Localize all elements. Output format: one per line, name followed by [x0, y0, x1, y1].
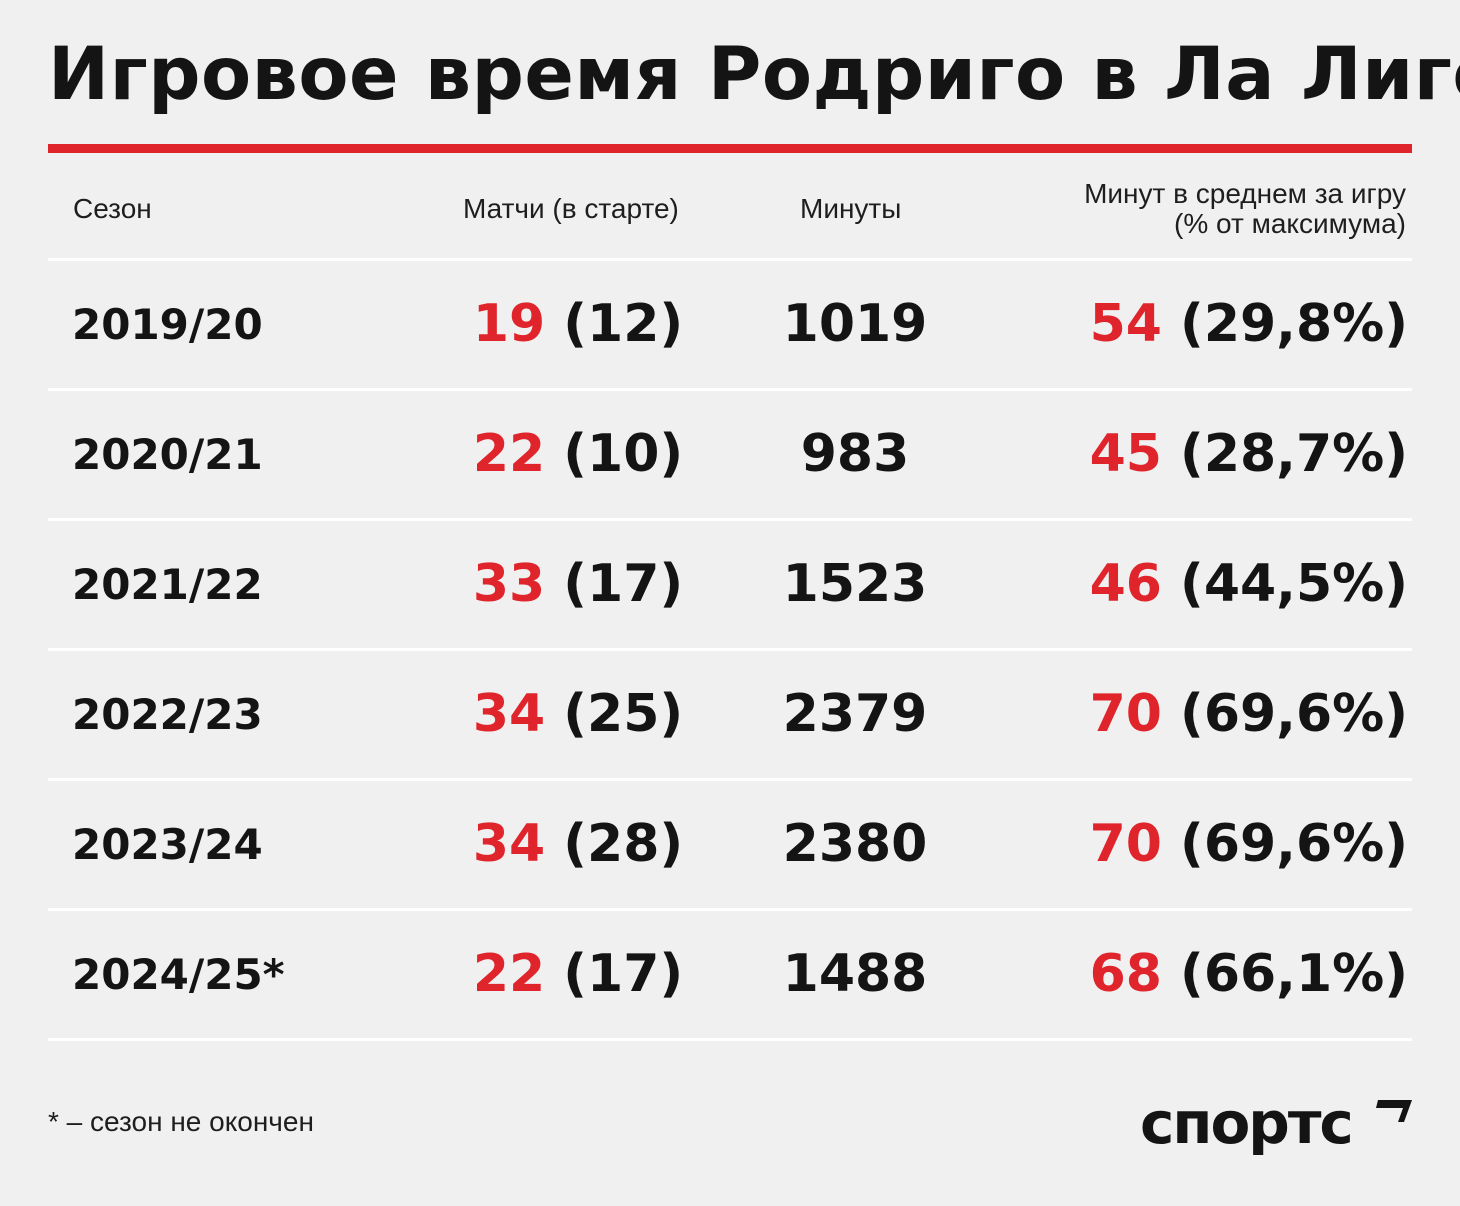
average-cell: 45 (28,7%): [1090, 391, 1408, 518]
row-divider: [48, 648, 1412, 651]
average-value: 68: [1089, 944, 1162, 1004]
minutes-cell: 1523: [782, 554, 928, 614]
footnote: * – сезон не окончен: [48, 1106, 314, 1137]
logo-slash-icon: [1376, 1100, 1412, 1122]
title-underline: [48, 144, 1412, 153]
minutes-cell: 1019: [782, 294, 928, 354]
matches-value: 22: [472, 424, 546, 484]
minutes-cell: 2380: [782, 814, 928, 874]
column-header-average: Минут в среднем за игру (% от максимума): [1084, 179, 1406, 239]
season-cell: 2024/25*: [72, 950, 285, 999]
page-title: Игровое время Родриго в Ла Лиге: [48, 32, 1460, 117]
sports-logo: спортс: [1140, 1090, 1414, 1160]
starts-value: (28): [545, 814, 684, 874]
percent-value: (29,8%): [1161, 294, 1408, 354]
average-cell: 46 (44,5%): [1090, 521, 1408, 648]
starts-value: (17): [545, 944, 684, 1004]
table-row: 2021/22 33 (17) 1523 46 (44,5%): [0, 521, 1460, 648]
matches-cell: 22 (10): [473, 391, 683, 518]
table-row: 2023/24 34 (28) 2380 70 (69,6%): [0, 781, 1460, 908]
matches-value: 34: [472, 684, 546, 744]
logo-text: спортс: [1140, 1089, 1354, 1157]
matches-cell: 34 (25): [473, 651, 683, 778]
row-divider: [48, 388, 1412, 391]
minutes-cell: 983: [800, 424, 910, 484]
average-value: 46: [1089, 554, 1162, 614]
average-value: 70: [1089, 814, 1162, 874]
row-divider: [48, 908, 1412, 911]
matches-value: 33: [472, 554, 546, 614]
average-cell: 54 (29,8%): [1090, 261, 1408, 388]
percent-value: (66,1%): [1161, 944, 1408, 1004]
average-cell: 70 (69,6%): [1090, 781, 1408, 908]
matches-value: 19: [472, 294, 546, 354]
percent-value: (69,6%): [1161, 814, 1408, 874]
table-row: 2024/25* 22 (17) 1488 68 (66,1%): [0, 911, 1460, 1038]
starts-value: (17): [545, 554, 684, 614]
season-cell: 2020/21: [72, 430, 263, 479]
column-header-minutes: Минуты: [800, 193, 902, 224]
matches-value: 22: [472, 944, 546, 1004]
row-divider: [48, 518, 1412, 521]
season-cell: 2019/20: [72, 300, 263, 349]
starts-value: (10): [545, 424, 684, 484]
table-row: 2019/20 19 (12) 1019 54 (29,8%): [0, 261, 1460, 388]
matches-cell: 19 (12): [473, 261, 683, 388]
average-value: 54: [1089, 294, 1162, 354]
percent-value: (44,5%): [1161, 554, 1408, 614]
row-divider: [48, 778, 1412, 781]
column-header-season: Сезон: [73, 193, 152, 224]
season-cell: 2023/24: [72, 820, 263, 869]
column-header-average-line1: Минут в среднем за игру: [1084, 178, 1406, 209]
percent-value: (69,6%): [1161, 684, 1408, 744]
matches-cell: 22 (17): [473, 911, 683, 1038]
average-value: 70: [1089, 684, 1162, 744]
average-cell: 68 (66,1%): [1090, 911, 1408, 1038]
starts-value: (25): [545, 684, 684, 744]
row-divider: [48, 1038, 1412, 1041]
table-row: 2020/21 22 (10) 983 45 (28,7%): [0, 391, 1460, 518]
season-cell: 2022/23: [72, 690, 263, 739]
percent-value: (28,7%): [1161, 424, 1408, 484]
minutes-cell: 1488: [782, 944, 928, 1004]
table-row: 2022/23 34 (25) 2379 70 (69,6%): [0, 651, 1460, 778]
minutes-cell: 2379: [782, 684, 928, 744]
season-cell: 2021/22: [72, 560, 263, 609]
starts-value: (12): [545, 294, 684, 354]
average-value: 45: [1089, 424, 1162, 484]
matches-cell: 34 (28): [473, 781, 683, 908]
matches-cell: 33 (17): [473, 521, 683, 648]
column-header-average-line2: (% от максимума): [1174, 208, 1406, 239]
matches-value: 34: [472, 814, 546, 874]
average-cell: 70 (69,6%): [1090, 651, 1408, 778]
row-divider: [48, 258, 1412, 261]
column-header-matches: Матчи (в старте): [463, 193, 679, 224]
